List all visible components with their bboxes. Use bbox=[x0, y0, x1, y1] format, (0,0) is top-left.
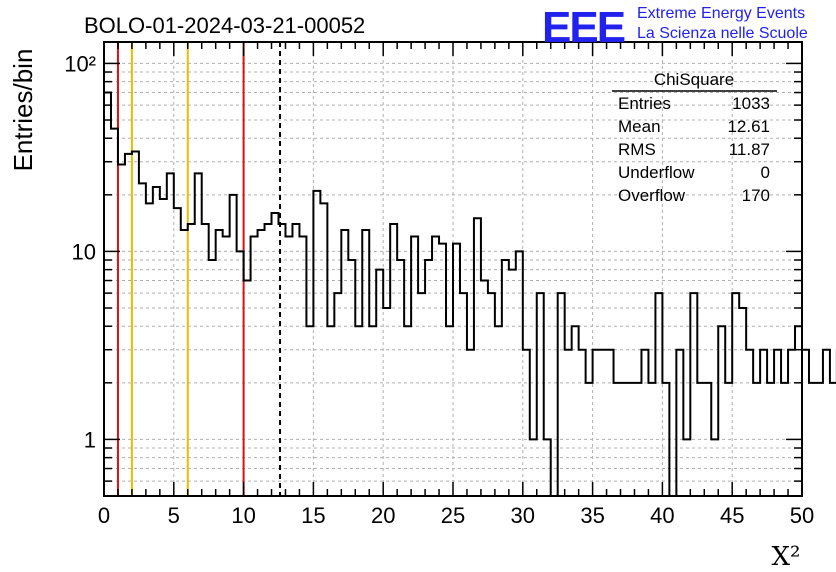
x-tick-label: 45 bbox=[720, 503, 744, 528]
stats-row-label: Mean bbox=[618, 117, 661, 136]
x-tick-label: 0 bbox=[98, 503, 110, 528]
axis-tick-labels: 0 5 10 15 20 25 30 35 40 45 50 1 10 10² bbox=[64, 51, 814, 528]
x-tick-label: 5 bbox=[168, 503, 180, 528]
x-axis-label: X² bbox=[772, 542, 801, 572]
stats-row-label: Underflow bbox=[618, 163, 695, 182]
chart-title: BOLO-01-2024-03-21-00052 bbox=[84, 13, 365, 38]
axis-ticks bbox=[103, 42, 803, 497]
stats-rows: Entries 1033 Mean 12.61 RMS 11.87 Underflow 0 Ov… bbox=[618, 94, 770, 205]
x-tick-label: 40 bbox=[650, 503, 674, 528]
eee-logo-line1: Extreme Energy Events bbox=[637, 5, 805, 22]
x-tick-label: 20 bbox=[371, 503, 395, 528]
y-axis-label: Entries/bin bbox=[8, 49, 38, 172]
stats-row-value: 0 bbox=[761, 163, 770, 182]
stats-row-label: Overflow bbox=[618, 186, 686, 205]
stats-row-label: RMS bbox=[618, 140, 656, 159]
y-tick-label: 1 bbox=[84, 427, 96, 452]
x-tick-label: 50 bbox=[790, 503, 814, 528]
x-tick-label: 15 bbox=[301, 503, 325, 528]
eee-logo-line2: La Scienza nelle Scuole bbox=[637, 25, 808, 42]
eee-logo: EEE Extreme Energy Events La Scienza nel… bbox=[542, 3, 808, 52]
stats-title: ChiSquare bbox=[654, 70, 734, 89]
y-tick-label: 10 bbox=[72, 239, 96, 264]
histogram-outline bbox=[104, 91, 836, 497]
stats-box: ChiSquare Entries 1033 Mean 12.61 RMS 11.87 Un… bbox=[612, 70, 777, 205]
x-tick-label: 35 bbox=[580, 503, 604, 528]
stats-row-value: 170 bbox=[742, 186, 770, 205]
stats-row-value: 1033 bbox=[732, 94, 770, 113]
marker-lines bbox=[116, 42, 282, 496]
stats-row-label: Entries bbox=[618, 94, 671, 113]
stats-row-value: 11.87 bbox=[729, 140, 770, 159]
x-tick-label: 30 bbox=[511, 503, 535, 528]
eee-logo-mark: EEE bbox=[542, 3, 625, 52]
stats-row-value: 12.61 bbox=[727, 117, 770, 136]
y-tick-label: 10² bbox=[64, 51, 96, 76]
x-tick-label: 10 bbox=[231, 503, 255, 528]
x-tick-label: 25 bbox=[441, 503, 465, 528]
